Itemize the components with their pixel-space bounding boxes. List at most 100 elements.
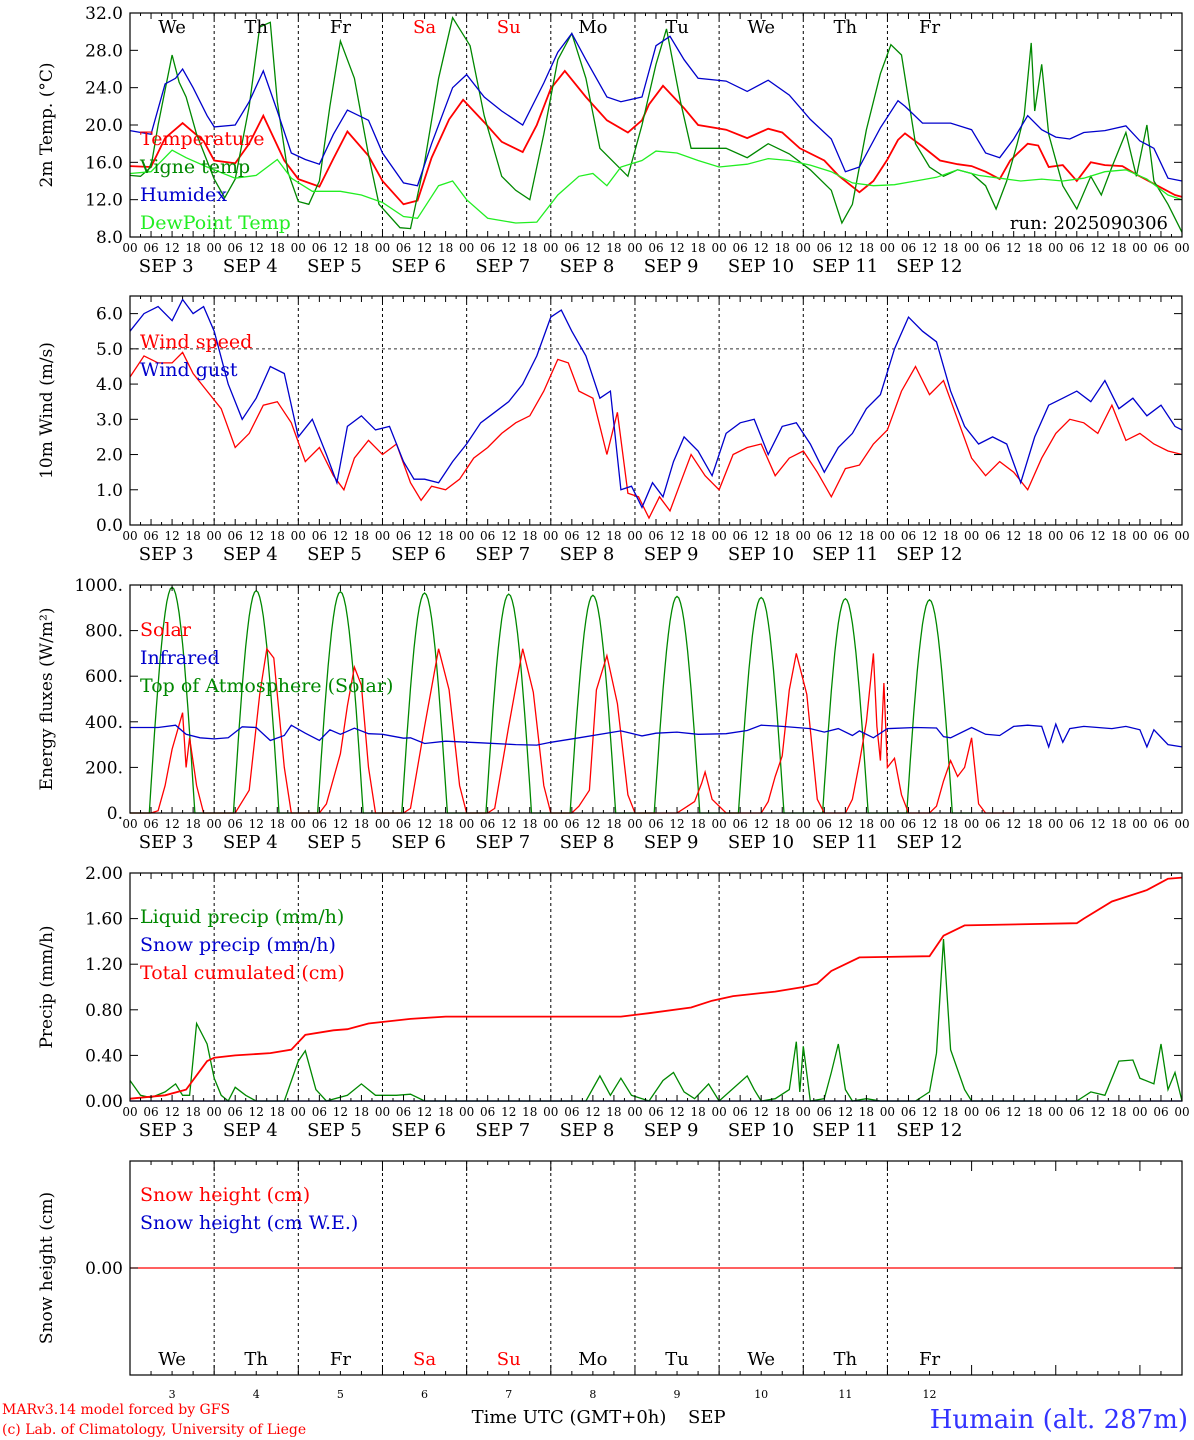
hour-tick-label: 18 [1111,1105,1126,1119]
y-tick-label: 400. [85,713,123,733]
date-label: SEP 12 [896,256,962,277]
hour-tick-label: 12 [1090,529,1105,543]
date-label: SEP 11 [812,1120,878,1141]
hour-tick-label: 00 [711,817,726,831]
y-axis-label: Snow height (cm) [37,1192,57,1344]
y-tick-label: 2.0 [96,446,123,466]
hour-tick-label: 00 [543,529,558,543]
hour-tick-label: 18 [438,529,453,543]
y-tick-label: 12.0 [85,191,123,211]
day-number-label: 9 [674,1388,681,1401]
hour-tick-label: 00 [375,529,390,543]
y-tick-label: 0. [107,804,123,824]
hour-tick-label: 18 [775,1105,790,1119]
legend-label: Snow precip (mm/h) [140,934,336,956]
hour-tick-label: 12 [669,1105,684,1119]
hour-tick-label: 18 [1111,817,1126,831]
hour-tick-label: 12 [501,529,516,543]
date-label: SEP 6 [391,256,446,277]
hour-tick-label: 00 [459,1105,474,1119]
hour-tick-label: 06 [312,817,327,831]
y-tick-label: 1000. [74,576,123,596]
hour-tick-label: 18 [690,241,705,255]
hour-tick-label: 18 [943,529,958,543]
hour-tick-label: 18 [354,529,369,543]
hour-tick-label: 00 [1132,817,1147,831]
hour-tick-label: 00 [291,529,306,543]
hour-tick-label: 06 [312,529,327,543]
day-number-label: 12 [923,1388,937,1401]
panel-2: 00 06 12 18 00 06 12 18 00 06 12 18 00 06 12 18 00 06 12 18… [37,295,1190,565]
hour-tick-label: 12 [754,241,769,255]
hour-tick-label: 18 [1111,241,1126,255]
weekday-label: Su [497,17,521,38]
hour-tick-label: 18 [606,817,621,831]
hour-tick-label: 06 [733,529,748,543]
hour-tick-label: 12 [922,1105,937,1119]
legend-label: DewPoint Temp [140,212,291,234]
month-label: SEP [688,1407,726,1428]
hour-tick-label: 00 [880,817,895,831]
hour-tick-label: 06 [480,817,495,831]
hour-tick-label: 00 [880,529,895,543]
hour-tick-label: 12 [164,529,179,543]
hour-tick-label: 06 [228,1105,243,1119]
hour-tick-label: 12 [164,241,179,255]
day-number-label: 10 [754,1388,768,1401]
day-number-label: 3 [169,1388,176,1401]
date-label: SEP 3 [139,256,194,277]
hour-tick-label: 12 [1090,241,1105,255]
date-label: SEP 4 [223,1120,278,1141]
hour-tick-label: 12 [501,241,516,255]
hour-tick-label: 00 [207,241,222,255]
weekday-label: Mo [578,1349,607,1370]
legend-label: Vigne temp [139,156,250,178]
hour-tick-label: 18 [438,241,453,255]
date-label: SEP 12 [896,544,962,565]
hour-tick-label: 12 [417,241,432,255]
legend-label: Wind gust [140,359,238,381]
weekday-label: Fr [330,17,351,38]
date-label: SEP 4 [223,544,278,565]
hour-tick-label: 06 [396,817,411,831]
date-label: SEP 11 [812,832,878,853]
hour-tick-label: 00 [291,1105,306,1119]
hour-tick-label: 18 [1027,529,1042,543]
hour-tick-label: 06 [312,241,327,255]
weekday-label: Tu [665,1349,689,1370]
hour-tick-label: 18 [438,1105,453,1119]
station-name: Humain (alt. 287m) [930,1405,1188,1435]
weekday-label: Fr [919,17,940,38]
date-label: SEP 7 [475,256,530,277]
hour-tick-label: 12 [669,529,684,543]
hour-tick-label: 06 [648,529,663,543]
panel-5: We 3 Th 4 Fr 5 Sa 6 Su 7 Mo 8 Tu 9 We 10 Th 11 Fr 12 0.00 Sno… [37,1160,1183,1401]
y-tick-label: 32.0 [85,4,123,24]
hour-tick-label: 06 [733,817,748,831]
series-solar [130,647,1014,814]
y-tick-label: 4.0 [96,375,123,395]
weekday-label: Tu [665,17,689,38]
hour-tick-label: 18 [354,1105,369,1119]
date-label: SEP 8 [560,832,615,853]
hour-tick-label: 00 [1174,529,1189,543]
hour-tick-label: 12 [922,817,937,831]
hour-tick-label: 12 [754,529,769,543]
hour-tick-label: 00 [122,817,137,831]
hour-tick-label: 00 [1132,529,1147,543]
weekday-label: Th [244,1349,268,1370]
hour-tick-label: 18 [690,529,705,543]
hour-tick-label: 06 [648,1105,663,1119]
hour-tick-label: 06 [1153,817,1168,831]
hour-tick-label: 06 [396,529,411,543]
hour-tick-label: 12 [417,529,432,543]
legend-label: Top of Atmosphere (Solar) [140,675,393,697]
hour-tick-label: 06 [143,817,158,831]
hour-tick-label: 00 [1132,241,1147,255]
footer: MARv3.14 model forced by GFS (c) Lab. of… [2,1402,1188,1438]
hour-tick-label: 18 [690,1105,705,1119]
legend-label: Solar [140,619,192,641]
date-label: SEP 5 [307,256,362,277]
y-tick-label: 2.00 [85,864,123,884]
weekday-label: Su [497,1349,521,1370]
